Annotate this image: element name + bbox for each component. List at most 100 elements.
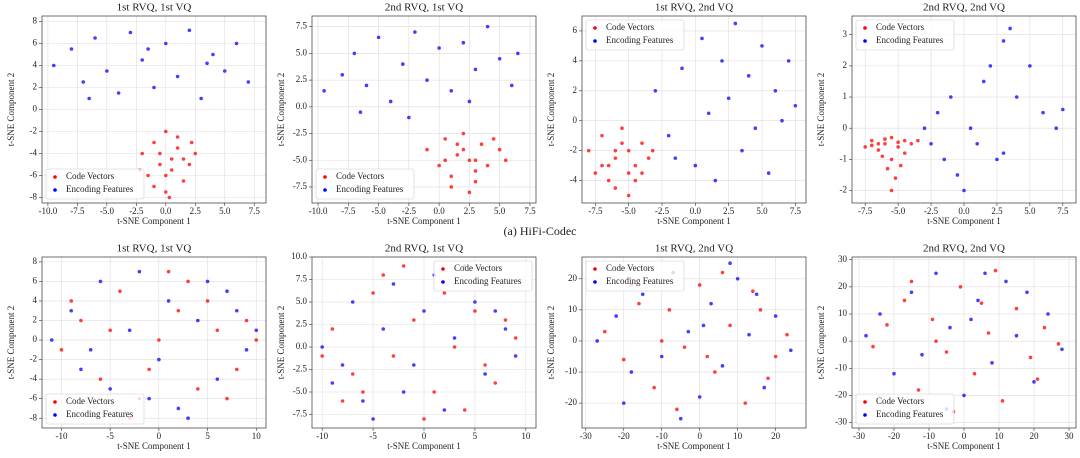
point	[878, 312, 882, 316]
point	[483, 363, 487, 367]
point	[930, 317, 935, 322]
y-tick-label: -10	[835, 362, 847, 372]
x-tick-label: 0.0	[160, 206, 172, 216]
point	[509, 83, 514, 88]
x-tick-label: 5.0	[219, 206, 231, 216]
x-axis-label: t-SNE Component 1	[117, 216, 191, 226]
legend-marker	[863, 26, 867, 30]
x-tick-label: 0.0	[434, 206, 446, 216]
point	[758, 308, 763, 312]
x-tick-label: 0.0	[958, 206, 970, 216]
point	[786, 59, 791, 63]
point	[652, 385, 656, 390]
point	[137, 269, 142, 274]
point	[760, 44, 764, 48]
legend-box	[855, 19, 955, 51]
y-tick-label: 7.5	[296, 21, 308, 31]
point	[1001, 39, 1006, 43]
point	[621, 401, 626, 405]
point	[140, 58, 145, 62]
point	[467, 158, 472, 163]
point	[330, 381, 335, 385]
x-axis-label: t-SNE Component 1	[657, 216, 731, 226]
point	[473, 67, 478, 72]
point	[675, 407, 679, 412]
x-tick-label: -5.0	[100, 206, 115, 216]
point	[680, 66, 684, 71]
point	[497, 147, 502, 152]
point	[640, 141, 644, 145]
point	[437, 163, 441, 168]
point	[437, 46, 441, 50]
point	[128, 30, 133, 35]
legend-marker	[441, 280, 445, 284]
y-tick-label: -2	[30, 126, 38, 136]
point	[467, 190, 472, 195]
point	[516, 51, 520, 56]
point	[942, 157, 947, 162]
legend: Code Vectors Encoding Features	[315, 168, 415, 200]
y-axis-label: t-SNE Component 2	[546, 306, 556, 380]
x-tick-label: -5	[369, 431, 377, 441]
x-tick-label: -10	[656, 431, 668, 441]
y-tick-label: -4	[30, 373, 38, 383]
point	[746, 74, 751, 78]
point	[79, 367, 83, 372]
point	[146, 47, 150, 51]
point	[401, 390, 406, 394]
y-tick-label: -5.0	[293, 386, 308, 396]
y-tick-label: 4	[33, 60, 38, 70]
point	[606, 163, 611, 168]
point	[225, 396, 229, 401]
point	[934, 271, 938, 276]
point	[972, 371, 977, 376]
point	[981, 79, 986, 84]
x-tick-label: -10	[55, 431, 67, 441]
point	[889, 157, 894, 162]
y-tick-label: 20	[568, 273, 578, 283]
point	[1035, 377, 1040, 381]
point	[902, 151, 907, 155]
y-tick-label: 10.0	[291, 251, 307, 261]
point	[513, 336, 518, 340]
point	[376, 35, 381, 40]
point	[909, 141, 914, 146]
point	[686, 329, 691, 334]
point	[659, 339, 664, 343]
y-tick-label: -7.5	[293, 181, 308, 191]
plot-frame	[581, 15, 807, 204]
x-tick-label: 5.0	[1024, 206, 1036, 216]
point	[215, 328, 220, 333]
y-tick-label: 3	[843, 29, 848, 39]
point	[388, 99, 393, 104]
point	[152, 85, 156, 90]
point	[1056, 342, 1061, 346]
y-tick-label: 2.5	[296, 319, 308, 329]
legend-label: Encoding Features	[66, 409, 134, 419]
x-tick-label: -5.0	[371, 206, 386, 216]
point	[701, 323, 706, 328]
point	[432, 390, 436, 394]
y-tick-label: 30	[838, 254, 848, 264]
point	[246, 80, 251, 84]
y-axis-label: t-SNE Component 2	[6, 73, 16, 147]
point	[1060, 347, 1064, 352]
point	[697, 283, 702, 287]
point	[1041, 110, 1045, 115]
point	[751, 289, 755, 294]
x-tick-label: 0.0	[690, 206, 702, 216]
point	[990, 361, 994, 365]
point	[880, 154, 885, 159]
x-axis-label: t-SNE Component 1	[117, 441, 191, 451]
point	[1061, 107, 1065, 112]
legend-label: Encoding Features	[606, 276, 674, 286]
point	[705, 354, 710, 359]
x-tick-label: -5	[106, 431, 114, 441]
x-tick-label: -2.5	[402, 206, 417, 216]
point	[51, 63, 56, 68]
point	[626, 171, 631, 175]
point	[407, 115, 411, 120]
point	[108, 328, 112, 333]
chart-title: 1st RVQ, 2nd VQ	[655, 2, 733, 14]
